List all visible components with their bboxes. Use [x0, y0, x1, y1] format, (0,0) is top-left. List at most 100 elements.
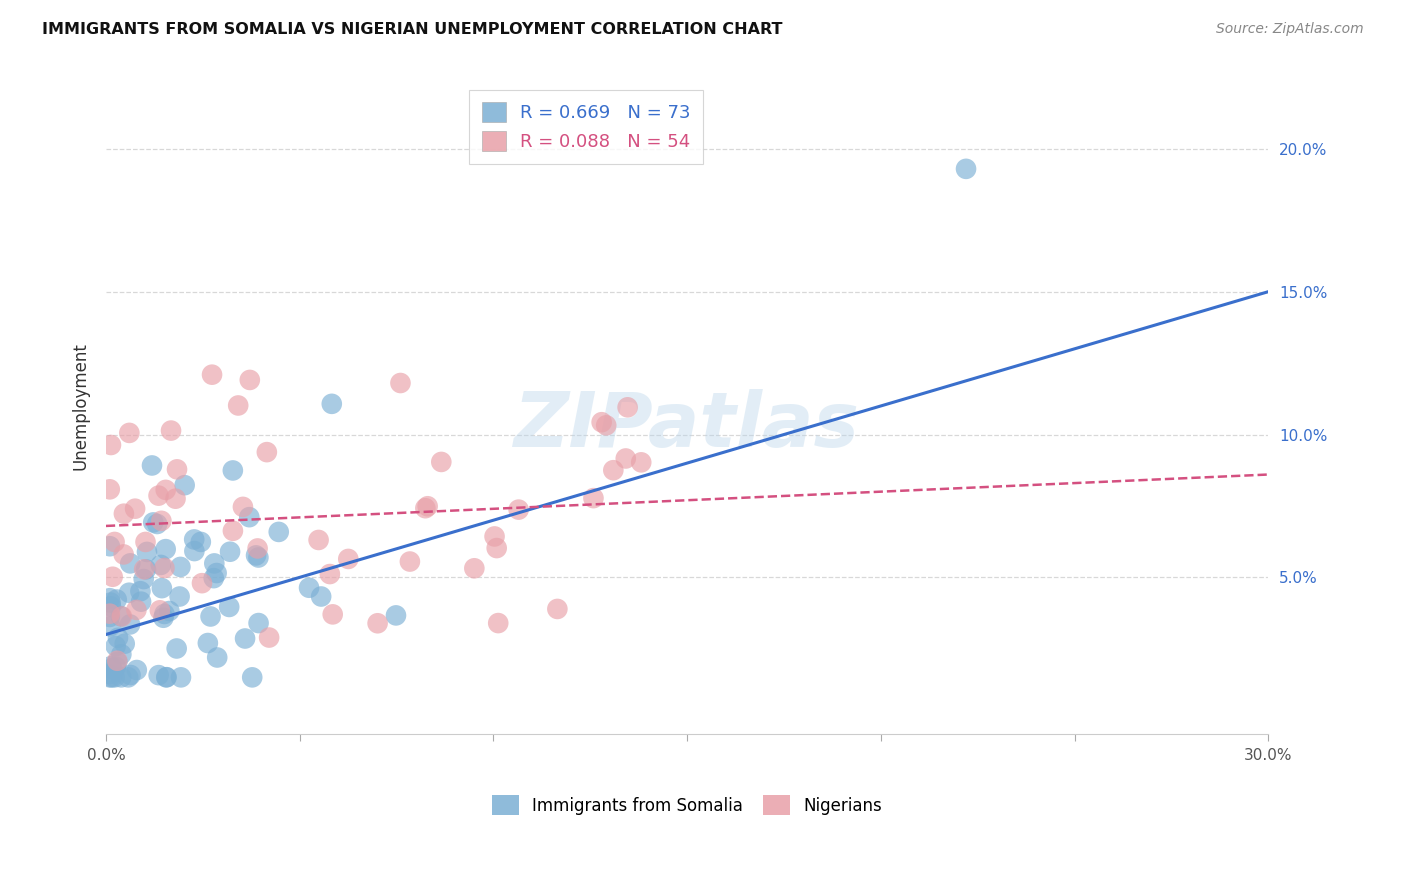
Point	[582, 491, 605, 505]
Point	[98, 607, 121, 621]
Point	[100, 596, 122, 610]
Point	[98, 483, 121, 497]
Point	[508, 502, 530, 516]
Point	[120, 668, 142, 682]
Point	[201, 368, 224, 382]
Point	[298, 581, 321, 595]
Point	[183, 533, 205, 547]
Point	[309, 590, 332, 604]
Point	[205, 650, 228, 665]
Point	[104, 670, 127, 684]
Point	[135, 562, 157, 576]
Point	[166, 641, 188, 656]
Point	[98, 670, 121, 684]
Point	[591, 415, 613, 429]
Point	[100, 438, 122, 452]
Y-axis label: Unemployment: Unemployment	[72, 342, 89, 470]
Point	[150, 514, 173, 528]
Point	[485, 541, 508, 555]
Point	[222, 524, 245, 538]
Point	[105, 654, 128, 668]
Point	[337, 552, 360, 566]
Point	[124, 501, 146, 516]
Point	[630, 455, 652, 469]
Point	[98, 610, 121, 624]
Point	[125, 603, 148, 617]
Legend: Immigrants from Somalia, Nigerians: Immigrants from Somalia, Nigerians	[485, 789, 889, 822]
Point	[148, 668, 170, 682]
Point	[101, 661, 124, 675]
Point	[202, 557, 225, 571]
Point	[200, 609, 222, 624]
Point	[219, 545, 242, 559]
Point	[114, 637, 136, 651]
Point	[149, 603, 172, 617]
Point	[132, 572, 155, 586]
Point	[125, 663, 148, 677]
Point	[202, 571, 225, 585]
Point	[245, 549, 267, 563]
Point	[152, 611, 174, 625]
Point	[247, 550, 270, 565]
Point	[104, 535, 127, 549]
Point	[98, 619, 121, 633]
Point	[239, 373, 262, 387]
Point	[595, 418, 617, 433]
Point	[190, 535, 212, 549]
Point	[153, 607, 176, 621]
Point	[98, 539, 121, 553]
Point	[169, 560, 191, 574]
Point	[105, 655, 128, 669]
Point	[129, 584, 152, 599]
Point	[129, 595, 152, 609]
Point	[105, 592, 128, 607]
Point	[238, 510, 260, 524]
Point	[100, 599, 122, 614]
Point	[955, 161, 977, 176]
Point	[110, 670, 132, 684]
Point	[183, 544, 205, 558]
Point	[118, 586, 141, 600]
Point	[101, 570, 124, 584]
Point	[150, 581, 173, 595]
Point	[240, 670, 263, 684]
Point	[136, 545, 159, 559]
Point	[112, 548, 135, 562]
Point	[321, 397, 343, 411]
Point	[160, 424, 183, 438]
Point	[104, 660, 127, 674]
Point	[165, 491, 187, 506]
Point	[484, 529, 506, 543]
Point	[191, 576, 214, 591]
Point	[546, 602, 568, 616]
Point	[155, 670, 177, 684]
Point	[104, 639, 127, 653]
Point	[169, 590, 191, 604]
Point	[399, 555, 422, 569]
Point	[155, 483, 177, 497]
Point	[233, 632, 256, 646]
Point	[389, 376, 412, 390]
Point	[319, 567, 342, 582]
Point	[118, 425, 141, 440]
Text: IMMIGRANTS FROM SOMALIA VS NIGERIAN UNEMPLOYMENT CORRELATION CHART: IMMIGRANTS FROM SOMALIA VS NIGERIAN UNEM…	[42, 22, 783, 37]
Point	[155, 542, 177, 557]
Point	[205, 566, 228, 580]
Point	[100, 659, 122, 673]
Point	[98, 667, 121, 681]
Point	[157, 604, 180, 618]
Point	[267, 524, 290, 539]
Point	[257, 631, 280, 645]
Point	[486, 616, 509, 631]
Point	[173, 478, 195, 492]
Point	[112, 507, 135, 521]
Point	[120, 557, 142, 571]
Point	[170, 670, 193, 684]
Point	[232, 500, 254, 514]
Point	[166, 462, 188, 476]
Point	[142, 516, 165, 530]
Point	[110, 609, 132, 624]
Point	[101, 670, 124, 684]
Point	[246, 541, 269, 556]
Point	[118, 617, 141, 632]
